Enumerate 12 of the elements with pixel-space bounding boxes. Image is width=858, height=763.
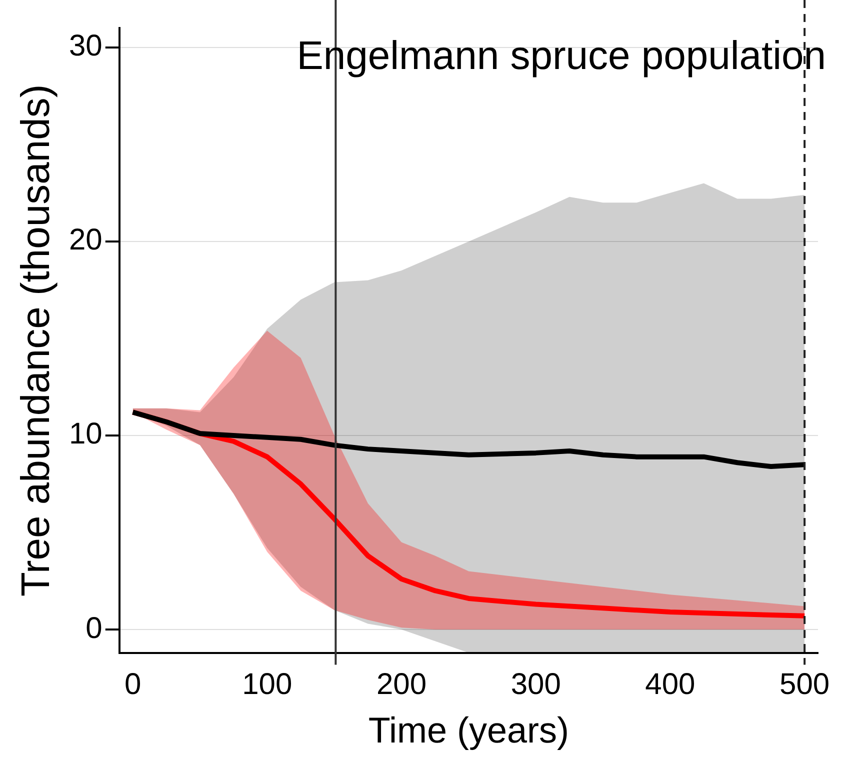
x-axis-title: Time (years) <box>368 709 570 750</box>
x-tick-label: 200 <box>376 668 427 702</box>
y-tick-label: 10 <box>68 418 102 451</box>
x-tick-label: 0 <box>124 668 142 702</box>
y-tick-label: 20 <box>68 224 102 257</box>
y-axis-title: Tree abundance (thousands) <box>14 84 58 596</box>
x-tick-label: 300 <box>510 668 561 702</box>
x-tick-label: 400 <box>645 668 696 702</box>
x-tick-label: 500 <box>780 668 830 702</box>
y-tick-label: 30 <box>68 30 102 63</box>
y-tick-label: 0 <box>86 612 102 645</box>
x-tick-label: 100 <box>242 668 292 702</box>
